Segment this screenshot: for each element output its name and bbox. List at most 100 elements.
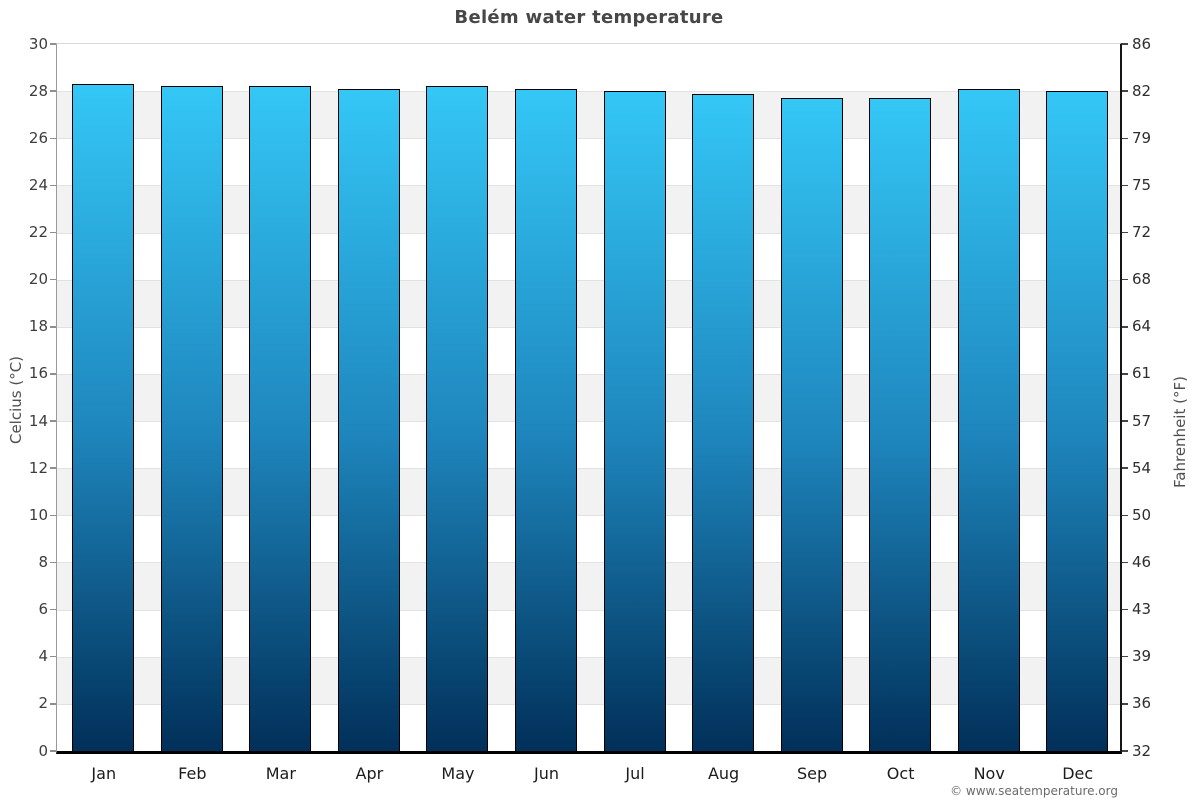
bar-oct bbox=[869, 98, 932, 751]
bar-sep bbox=[780, 98, 843, 751]
gridline bbox=[57, 373, 1120, 375]
fahrenheit-tick-label: 61 bbox=[1132, 364, 1152, 383]
month-label-aug: Aug bbox=[707, 764, 740, 783]
celsius-tick-label: 18 bbox=[28, 317, 48, 336]
fahrenheit-tick-mark bbox=[1122, 373, 1128, 375]
fahrenheit-tick-label: 75 bbox=[1132, 175, 1152, 194]
fahrenheit-tick-mark bbox=[1122, 90, 1128, 92]
celsius-tick-mark bbox=[50, 43, 56, 45]
celsius-tick-mark bbox=[50, 655, 56, 658]
fahrenheit-tick-label: 79 bbox=[1132, 128, 1152, 147]
celsius-tick-label: 26 bbox=[28, 128, 48, 147]
gridline bbox=[57, 421, 1120, 423]
celsius-tick-label: 12 bbox=[28, 458, 48, 477]
month-label-jan: Jan bbox=[91, 764, 117, 783]
month-label-oct: Oct bbox=[886, 764, 915, 783]
background-band bbox=[57, 279, 1120, 327]
month-label-sep: Sep bbox=[797, 764, 828, 783]
gridline bbox=[57, 326, 1120, 328]
fahrenheit-tick-label: 46 bbox=[1132, 552, 1152, 571]
celsius-tick-label: 4 bbox=[38, 647, 48, 666]
fahrenheit-tick-label: 32 bbox=[1132, 741, 1152, 760]
bar-feb bbox=[160, 86, 223, 751]
month-label-apr: Apr bbox=[355, 764, 384, 783]
gridline bbox=[57, 279, 1120, 281]
fahrenheit-tick-mark bbox=[1122, 514, 1128, 517]
fahrenheit-tick-mark bbox=[1122, 467, 1128, 469]
celsius-tick-label: 10 bbox=[28, 505, 48, 524]
celsius-tick-label: 0 bbox=[38, 741, 48, 760]
bar-apr bbox=[337, 88, 400, 751]
fahrenheit-tick-mark bbox=[1122, 137, 1128, 140]
gridline bbox=[57, 656, 1120, 658]
gridline bbox=[57, 562, 1120, 564]
plot-area bbox=[56, 43, 1122, 754]
month-label-dec: Dec bbox=[1062, 764, 1094, 783]
fahrenheit-tick-label: 57 bbox=[1132, 411, 1152, 430]
month-label-jul: Jul bbox=[625, 764, 645, 783]
bar-jul bbox=[603, 91, 666, 751]
celsius-tick-label: 24 bbox=[28, 175, 48, 194]
gridline bbox=[57, 91, 1120, 93]
celsius-tick-mark bbox=[50, 561, 56, 564]
gridline bbox=[57, 232, 1120, 234]
bar-jan bbox=[72, 84, 135, 751]
fahrenheit-tick-label: 39 bbox=[1132, 647, 1152, 666]
background-band bbox=[57, 468, 1120, 516]
copyright-watermark: © www.seatemperature.org bbox=[950, 784, 1118, 798]
bar-jun bbox=[514, 88, 577, 751]
celsius-tick-mark bbox=[50, 184, 56, 187]
celsius-tick-mark bbox=[50, 467, 56, 469]
gridline bbox=[57, 515, 1120, 517]
month-label-mar: Mar bbox=[265, 764, 296, 783]
background-band bbox=[57, 185, 1120, 233]
month-label-jun: Jun bbox=[533, 764, 559, 783]
fahrenheit-tick-mark bbox=[1122, 326, 1128, 328]
celsius-tick-mark bbox=[50, 137, 56, 140]
fahrenheit-tick-label: 50 bbox=[1132, 505, 1152, 524]
gridline bbox=[57, 468, 1120, 470]
celsius-tick-mark bbox=[50, 703, 56, 705]
celsius-tick-mark bbox=[50, 90, 56, 92]
celsius-tick-label: 2 bbox=[38, 694, 48, 713]
bar-may bbox=[426, 86, 489, 751]
month-label-feb: Feb bbox=[178, 764, 207, 783]
celsius-tick-label: 16 bbox=[28, 364, 48, 383]
fahrenheit-tick-mark bbox=[1122, 750, 1128, 752]
celsius-tick-label: 20 bbox=[28, 270, 48, 289]
celsius-tick-mark bbox=[50, 231, 56, 234]
fahrenheit-tick-label: 72 bbox=[1132, 223, 1152, 242]
celsius-tick-mark bbox=[50, 514, 56, 517]
fahrenheit-tick-label: 86 bbox=[1132, 34, 1152, 53]
background-band bbox=[57, 656, 1120, 704]
celsius-tick-label: 8 bbox=[38, 552, 48, 571]
fahrenheit-tick-label: 68 bbox=[1132, 270, 1152, 289]
celsius-tick-mark bbox=[50, 608, 56, 611]
fahrenheit-tick-label: 82 bbox=[1132, 81, 1152, 100]
bar-nov bbox=[957, 88, 1020, 751]
fahrenheit-tick-label: 64 bbox=[1132, 317, 1152, 336]
celsius-tick-mark bbox=[50, 750, 56, 752]
fahrenheit-tick-mark bbox=[1122, 278, 1128, 281]
bar-dec bbox=[1046, 91, 1109, 751]
fahrenheit-tick-label: 36 bbox=[1132, 694, 1152, 713]
background-band bbox=[57, 373, 1120, 422]
month-label-nov: Nov bbox=[973, 764, 1005, 783]
celsius-tick-label: 30 bbox=[28, 34, 48, 53]
fahrenheit-tick-mark bbox=[1122, 608, 1128, 611]
fahrenheit-tick-mark bbox=[1122, 561, 1128, 564]
gridline bbox=[57, 185, 1120, 187]
gridline bbox=[57, 609, 1120, 611]
celsius-tick-label: 14 bbox=[28, 411, 48, 430]
celsius-tick-mark bbox=[50, 278, 56, 281]
celsius-tick-label: 6 bbox=[38, 600, 48, 619]
fahrenheit-tick-label: 54 bbox=[1132, 458, 1152, 477]
gridline bbox=[57, 138, 1120, 140]
fahrenheit-tick-mark bbox=[1122, 184, 1128, 187]
background-band bbox=[57, 562, 1120, 610]
gridline bbox=[57, 703, 1120, 705]
celsius-tick-mark bbox=[50, 326, 56, 328]
fahrenheit-tick-mark bbox=[1122, 231, 1128, 234]
bar-mar bbox=[249, 86, 312, 751]
